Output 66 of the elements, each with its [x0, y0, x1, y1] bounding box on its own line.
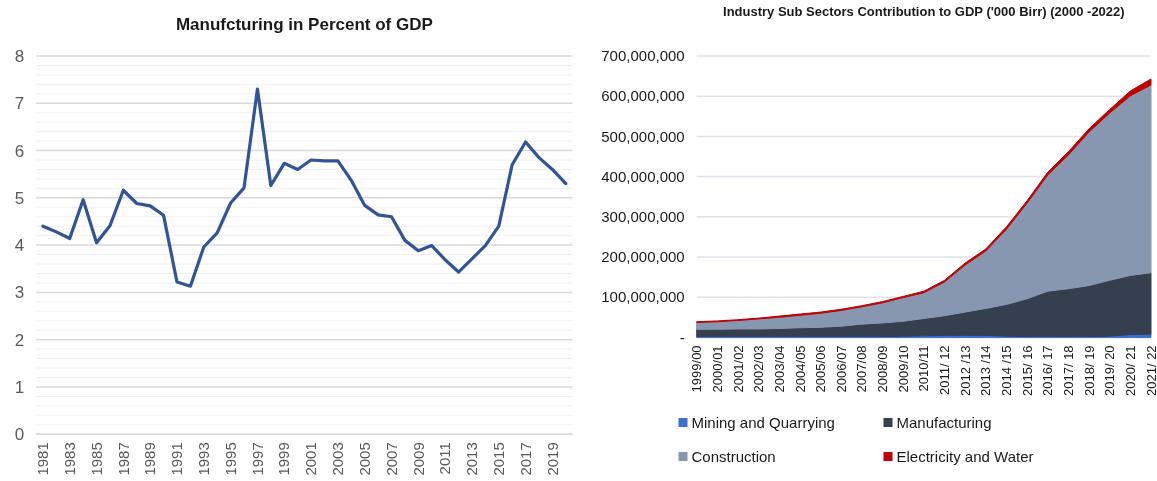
y-tick-label: 5	[14, 188, 25, 208]
x-tick-label: 1999/00	[689, 345, 705, 393]
x-tick-label: 2007	[382, 442, 400, 476]
chart-title: Industry Sub Sectors Contribution to GDP ('000 Birr) (2000 -2022)	[723, 4, 1125, 19]
y-tick-label: 700,000,000	[601, 47, 685, 65]
x-tick-label: 2016/ 17	[1040, 345, 1056, 397]
x-tick-label: 2010/11	[916, 345, 932, 392]
x-tick-label: 2011/ 12	[937, 345, 953, 396]
legend-label: Electricity and Water	[896, 448, 1034, 466]
x-tick-label: 2009/10	[895, 345, 911, 393]
y-tick-label: 6	[14, 141, 25, 161]
x-tick-label: 2021/ 22	[1143, 345, 1157, 397]
x-tick-label: 1981	[34, 442, 52, 476]
legend-label: Manufacturing	[896, 414, 992, 432]
x-tick-label: 1989	[141, 442, 159, 476]
y-tick-label: 2	[14, 330, 25, 350]
x-tick-label: 1985	[87, 442, 105, 476]
legend-label: Mining and Quarrying	[691, 414, 835, 432]
x-tick-label: 1983	[60, 442, 78, 476]
y-tick-label: 8	[14, 46, 25, 66]
x-tick-label: 2015/ 16	[1019, 345, 1035, 397]
chart-title: Manufcturing in Percent of GDP	[175, 15, 433, 34]
x-tick-label: 2005	[355, 442, 373, 476]
x-tick-label: 2017/ 18	[1060, 345, 1076, 397]
x-tick-label: 2013 /14	[978, 345, 994, 397]
x-tick-label: 1987	[114, 442, 132, 476]
x-tick-label: 2019/ 20	[1102, 345, 1118, 397]
y-tick-label: 4	[14, 236, 25, 256]
y-tick-label: 300,000,000	[601, 208, 685, 226]
legend-label: Construction	[691, 448, 776, 466]
y-tick-label: 200,000,000	[601, 248, 685, 266]
y-tick-label: 0	[14, 425, 25, 445]
y-tick-label: 3	[14, 283, 25, 303]
x-tick-label: 2013	[463, 442, 481, 476]
x-tick-label: 1995	[221, 442, 239, 476]
x-tick-label: 1999	[275, 442, 293, 476]
y-tick-label: 1	[14, 377, 25, 397]
x-tick-label: 2000/01	[709, 345, 725, 393]
y-tick-label: 100,000,000	[601, 288, 685, 306]
x-tick-label: 2001/02	[730, 345, 746, 393]
x-tick-label: 2020/ 21	[1122, 345, 1138, 397]
x-tick-label: 1993	[195, 442, 213, 476]
x-tick-label: 2009	[409, 442, 427, 476]
y-tick-label: 600,000,000	[601, 87, 685, 105]
y-tick-label: 7	[14, 94, 25, 114]
x-tick-label: 2007/08	[854, 345, 870, 393]
x-tick-label: 2011	[436, 442, 454, 475]
x-tick-label: 2019	[543, 442, 561, 476]
x-tick-label: 1991	[168, 442, 186, 476]
x-tick-label: 2018/ 19	[1081, 345, 1097, 397]
x-tick-label: 2003	[329, 442, 347, 476]
x-tick-label: 2004/05	[792, 345, 808, 393]
x-tick-label: 2005/06	[813, 345, 829, 393]
x-tick-label: 1997	[248, 442, 266, 476]
x-tick-label: 2003/04	[771, 345, 787, 393]
y-tick-label: 500,000,000	[601, 127, 685, 145]
x-tick-label: 2002/03	[751, 345, 767, 393]
x-tick-label: 2015	[490, 442, 508, 476]
x-tick-label: 2008/09	[875, 345, 891, 393]
x-tick-label: 2006/07	[833, 345, 849, 393]
y-tick-label: 400,000,000	[601, 167, 685, 185]
x-tick-label: 2017	[516, 442, 534, 476]
x-tick-label: 2001	[302, 442, 320, 476]
x-tick-label: 2012 /13	[957, 345, 973, 397]
x-tick-label: 2014 /15	[999, 345, 1014, 397]
y-tick-label: -	[679, 328, 685, 346]
